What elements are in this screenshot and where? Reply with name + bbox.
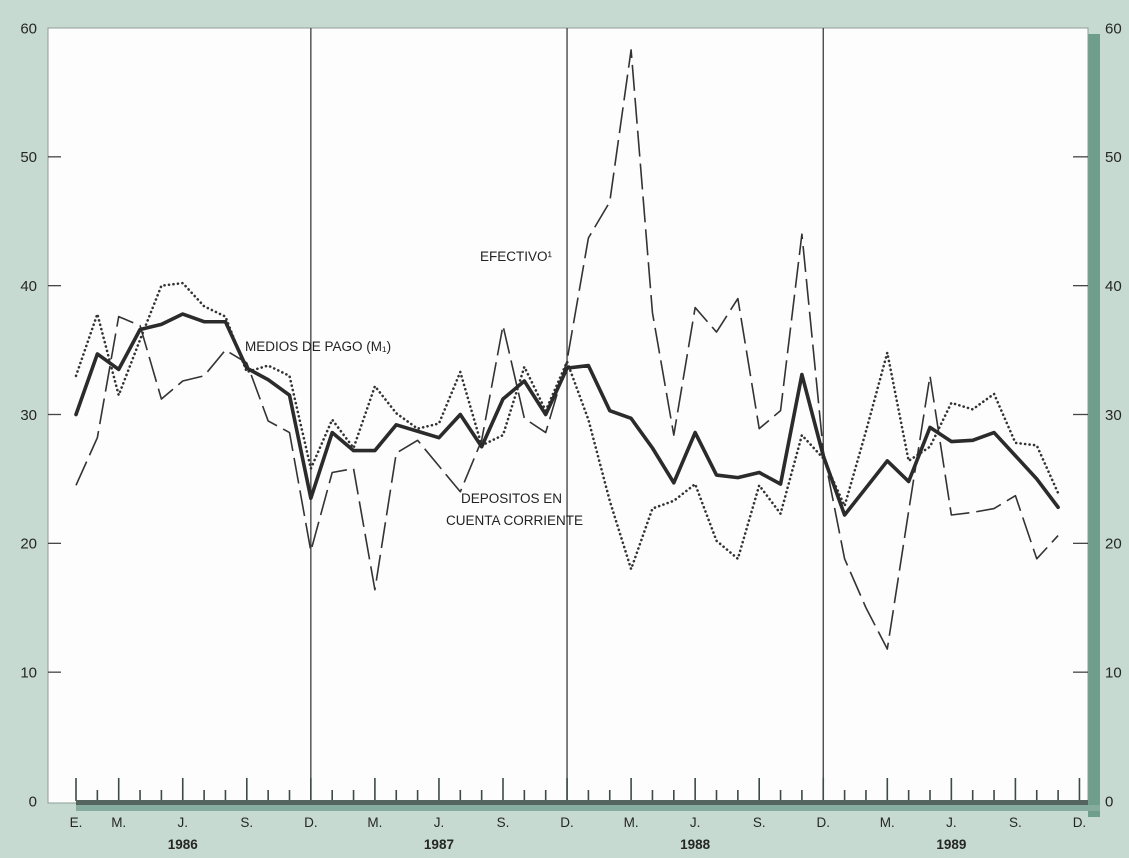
x-tick-label: M.	[367, 815, 382, 830]
series-line-medios-de-pago	[74, 312, 1060, 517]
year-dividers	[310, 28, 824, 801]
x-year-label: 1989	[936, 837, 966, 852]
y-tick-label-right: 40	[1105, 278, 1122, 295]
series-label-line: EFECTIVO¹	[480, 249, 553, 264]
x-tick-label: M.	[111, 815, 126, 830]
x-tick-label: S.	[753, 815, 766, 830]
x-tick-label: E.	[70, 815, 83, 830]
x-tick-label: D.	[560, 815, 574, 830]
y-tick-label-right: 30	[1105, 407, 1122, 424]
x-tick-label: S.	[1009, 815, 1022, 830]
x-tick-label: M.	[880, 815, 895, 830]
series-label-line: DEPOSITOS EN	[461, 491, 562, 506]
x-year-label: 1987	[424, 837, 454, 852]
x-tick-label: S.	[497, 815, 510, 830]
x-tick-label: D.	[304, 815, 318, 830]
x-tick-label: J.	[177, 815, 188, 830]
y-tick-label-left: 60	[20, 20, 37, 37]
x-tick-label: M.	[624, 815, 639, 830]
y-tick-label-right: 0	[1105, 793, 1113, 810]
series-label-depositos-cuenta-corriente: DEPOSITOS EN CUENTA CORRIENTE	[446, 491, 583, 528]
y-tick-label-left: 30	[20, 407, 37, 424]
x-tick-label: J.	[946, 815, 957, 830]
y-tick-label-left: 40	[20, 278, 37, 295]
plot-frame	[47, 27, 1100, 817]
y-tick-label-left: 50	[20, 149, 37, 166]
series-line-efectivo	[75, 49, 1059, 650]
y-tick-label-left: 0	[29, 793, 37, 810]
y-tick-label-left: 20	[20, 536, 37, 553]
y-tick-label-right: 20	[1105, 536, 1122, 553]
series-labels: MEDIOS DE PAGO (M₁) EFECTIVO¹ DEPOSITOS EN…	[245, 249, 583, 528]
series-label-line: MEDIOS DE PAGO (M₁)	[245, 339, 391, 354]
x-axis-line	[76, 800, 1088, 805]
x-tick-label: D.	[1073, 815, 1087, 830]
y-axis-right: 0 10 20 30 40 50 60	[1073, 20, 1122, 810]
plot-shadow-bottom	[76, 805, 1100, 811]
y-axis-left: 0 10 20 30 40 50 60	[20, 20, 61, 810]
x-tick-label: D.	[817, 815, 831, 830]
y-tick-label-left: 10	[20, 665, 37, 682]
x-tick-label: J.	[690, 815, 701, 830]
x-tick-label: J.	[434, 815, 445, 830]
x-year-label: 1988	[680, 837, 711, 852]
x-axis: E. M. J. S. D. M. J. S. D. M. J. S. D. M. J. S. D. 1986 19…	[70, 778, 1088, 852]
series-label-medios-de-pago: MEDIOS DE PAGO (M₁)	[245, 339, 391, 354]
y-tick-label-right: 60	[1105, 20, 1122, 37]
x-year-label: 1986	[168, 837, 199, 852]
y-tick-label-right: 50	[1105, 149, 1122, 166]
x-tick-label: S.	[240, 815, 253, 830]
series-label-line: CUENTA CORRIENTE	[446, 513, 583, 528]
plot-area	[47, 27, 1089, 804]
series-lines	[74, 49, 1060, 650]
y-tick-label-right: 10	[1105, 665, 1122, 682]
plot-shadow-right	[1088, 34, 1100, 817]
series-label-efectivo: EFECTIVO¹	[480, 249, 553, 264]
